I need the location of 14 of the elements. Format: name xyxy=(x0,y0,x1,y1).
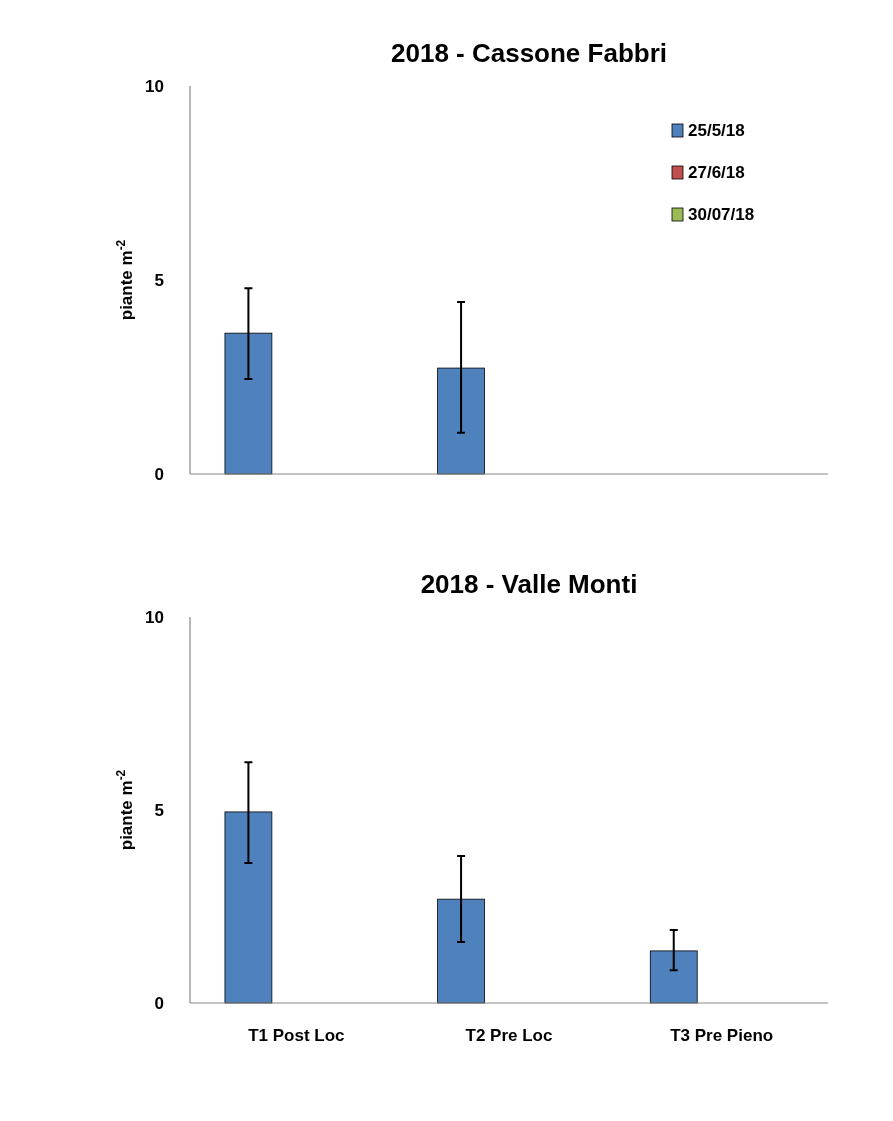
x-tick-label: T2 Pre Loc xyxy=(465,1026,553,1045)
legend-label: 30/07/18 xyxy=(688,205,755,224)
y-tick-label: 10 xyxy=(145,77,164,96)
y-tick-label: 0 xyxy=(154,994,164,1013)
chart-title: 2018 - Valle Monti xyxy=(420,569,638,599)
legend-label: 25/5/18 xyxy=(688,121,745,140)
chart-title: 2018 - Cassone Fabbri xyxy=(391,38,667,68)
x-tick-label: T1 Post Loc xyxy=(248,1026,345,1045)
legend-label: 27/6/18 xyxy=(688,163,745,182)
y-tick-label: 0 xyxy=(154,465,164,484)
y-tick-label: 5 xyxy=(154,271,164,290)
x-tick-label: T3 Pre Pieno xyxy=(670,1026,774,1045)
y-tick-label: 10 xyxy=(145,608,164,627)
y-tick-label: 5 xyxy=(154,801,164,820)
